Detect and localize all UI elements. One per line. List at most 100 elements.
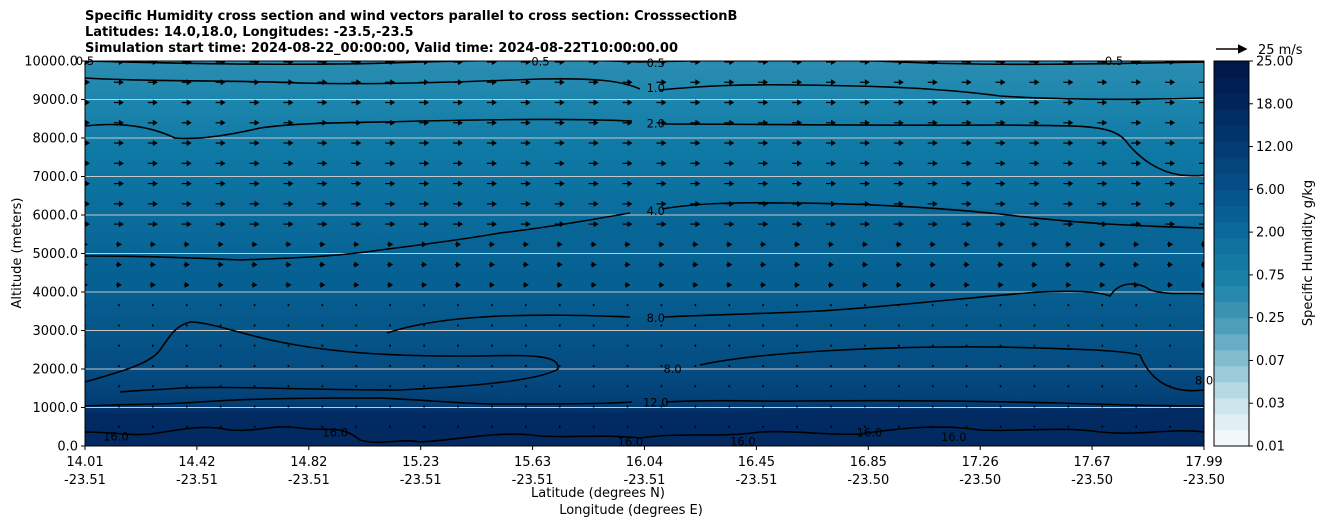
wind-vector (828, 281, 834, 288)
wind-vector (1063, 140, 1074, 147)
wind-vector (355, 425, 358, 428)
wind-vector (864, 344, 866, 347)
wind-vector (861, 281, 868, 288)
wind-vector (1033, 324, 1036, 327)
wind-vector (319, 281, 326, 288)
wind-vector (864, 425, 866, 428)
wind-vector (317, 99, 328, 106)
wind-vector (113, 119, 124, 126)
wind-vector (285, 241, 292, 248)
wind-vector (694, 344, 697, 347)
wind-vector (931, 405, 934, 408)
wind-vector (249, 221, 260, 228)
wind-vector (147, 61, 158, 65)
colorbar-segment (1214, 301, 1249, 319)
wind-vector (355, 304, 358, 307)
wind-vector (898, 425, 900, 428)
wind-vector (355, 344, 358, 347)
wind-vector (389, 425, 391, 428)
y-tick-label: 10000.0 (24, 55, 78, 70)
wind-vector (215, 180, 226, 187)
wind-vector (85, 262, 88, 267)
colorbar-segment (1214, 189, 1249, 206)
wind-vector (728, 364, 731, 367)
wind-vector (1067, 385, 1070, 388)
wind-vector (859, 61, 870, 65)
wind-vector (554, 79, 565, 86)
wind-vector (995, 79, 1006, 86)
colorbar-segment (1214, 285, 1249, 303)
wind-vector (1029, 180, 1040, 187)
wind-vector (995, 140, 1006, 147)
wind-vector (554, 61, 565, 65)
wind-vector (760, 281, 767, 288)
wind-vector (249, 119, 260, 126)
wind-vector (963, 261, 970, 268)
wind-vector (181, 140, 192, 147)
wind-vector (626, 405, 629, 408)
wind-vector (931, 344, 934, 347)
wind-vector (453, 180, 463, 187)
wind-vector (385, 200, 396, 207)
wind-vector (183, 261, 190, 268)
wind-vector (355, 385, 358, 388)
wind-vector (758, 61, 769, 65)
wind-vector (826, 140, 836, 147)
wind-vector (520, 160, 531, 167)
colorbar-segment (1214, 109, 1249, 126)
wind-vector (864, 304, 866, 307)
wind-vector (792, 200, 803, 207)
wind-vector (590, 261, 597, 268)
wind-vector (1101, 344, 1104, 347)
wind-vector (826, 61, 836, 65)
colorbar-segment (1214, 317, 1249, 335)
x-tick-label-lon: -23.51 (512, 473, 554, 488)
wind-vector (147, 119, 158, 126)
wind-vector (181, 221, 192, 228)
wind-vector (694, 425, 697, 428)
wind-vector (85, 61, 90, 65)
wind-vector (115, 281, 122, 288)
wind-vector (215, 140, 226, 147)
wind-vector (1131, 61, 1142, 65)
wind-vector (830, 304, 832, 307)
wind-vector (588, 99, 599, 106)
wind-vector (1067, 405, 1070, 408)
wind-vector (898, 405, 900, 408)
wind-vector (113, 200, 124, 207)
wind-vector (181, 79, 192, 86)
wind-vector (1097, 180, 1108, 187)
contour-label: 16.0 (322, 426, 348, 440)
wind-vector (927, 79, 938, 86)
wind-vector (488, 281, 495, 288)
wind-vector (181, 160, 192, 167)
x-axis-label-latitude: Latitude (degrees N) (531, 486, 665, 501)
wind-vector (249, 79, 260, 86)
wind-vector (253, 425, 256, 428)
wind-vector (588, 221, 599, 228)
wind-vector (592, 364, 595, 367)
wind-vector (419, 140, 430, 147)
wind-vector (287, 425, 290, 428)
wind-vector (185, 304, 188, 307)
wind-vector (826, 99, 836, 106)
x-tick-label-lon: -23.50 (1071, 473, 1113, 488)
wind-vector (965, 304, 968, 307)
wind-vector (1131, 200, 1142, 207)
wind-vector (1065, 241, 1072, 248)
contour-line-0.5 (85, 61, 1204, 66)
wind-vector (453, 221, 463, 228)
wind-vector (1199, 122, 1204, 124)
wind-vector (1063, 180, 1074, 187)
wind-vector (965, 324, 968, 327)
wind-vector (656, 200, 667, 207)
wind-vector (217, 261, 224, 268)
x-tick-label-lat: 16.04 (626, 455, 663, 470)
wind-vector (588, 79, 599, 86)
wind-vector (488, 241, 495, 248)
wind-vector (692, 261, 699, 268)
contour-label: 16.0 (618, 435, 644, 449)
colorbar-frame (1213, 60, 1250, 447)
title-line-2: Latitudes: 14.0,18.0, Longitudes: -23.5,… (85, 25, 414, 40)
wind-vector (181, 61, 192, 65)
